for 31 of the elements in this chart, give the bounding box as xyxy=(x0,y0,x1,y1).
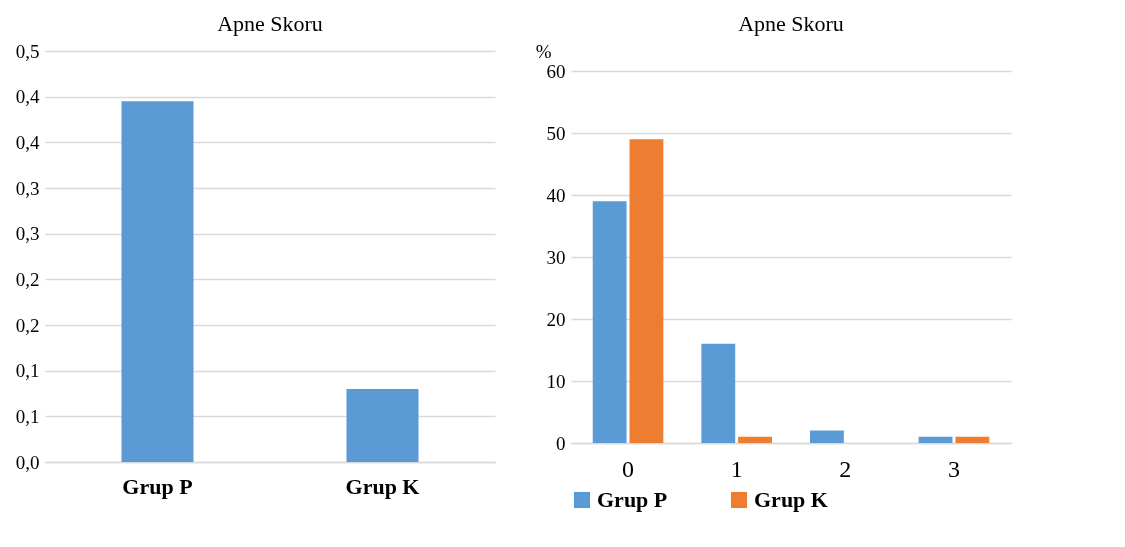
y-tick-label: 30 xyxy=(546,246,566,268)
y-tick-label: 10 xyxy=(546,370,566,392)
chart-title: Apne Skoru xyxy=(738,11,844,36)
y-tick-label: 0,2 xyxy=(15,268,40,290)
bar xyxy=(918,436,953,443)
x-tick-label: 3 xyxy=(947,455,960,482)
y-tick-label: 0,0 xyxy=(15,451,40,473)
y-tick-label: 0,1 xyxy=(15,360,40,382)
y-tick-label: 0,1 xyxy=(15,405,40,427)
y-tick-label: 0 xyxy=(556,432,566,454)
bar xyxy=(955,436,990,443)
x-tick-label: 0 xyxy=(622,455,635,482)
y-tick-label: 20 xyxy=(546,308,566,330)
bar xyxy=(810,430,844,443)
y-tick-label: 0,4 xyxy=(15,86,40,108)
y-tick-label: 0,5 xyxy=(15,40,40,62)
y-tick-label: 0,4 xyxy=(15,131,40,153)
chart-title: Apne Skoru xyxy=(217,11,323,36)
bar xyxy=(629,139,664,443)
bar xyxy=(738,436,772,443)
y-tick-label: 0,3 xyxy=(15,177,40,199)
y-tick-label: 50 xyxy=(546,122,566,144)
y-tick-label: 0,3 xyxy=(15,223,40,245)
x-tick-label: 1 xyxy=(730,455,743,482)
x-tick-label: 2 xyxy=(839,455,852,482)
bar xyxy=(592,201,627,443)
bar xyxy=(701,343,736,443)
y-tick-label: 0,2 xyxy=(15,314,40,336)
y-tick-label: 60 xyxy=(546,60,566,82)
y-tick-label: 40 xyxy=(546,184,566,206)
y-axis-title: % xyxy=(535,40,552,62)
